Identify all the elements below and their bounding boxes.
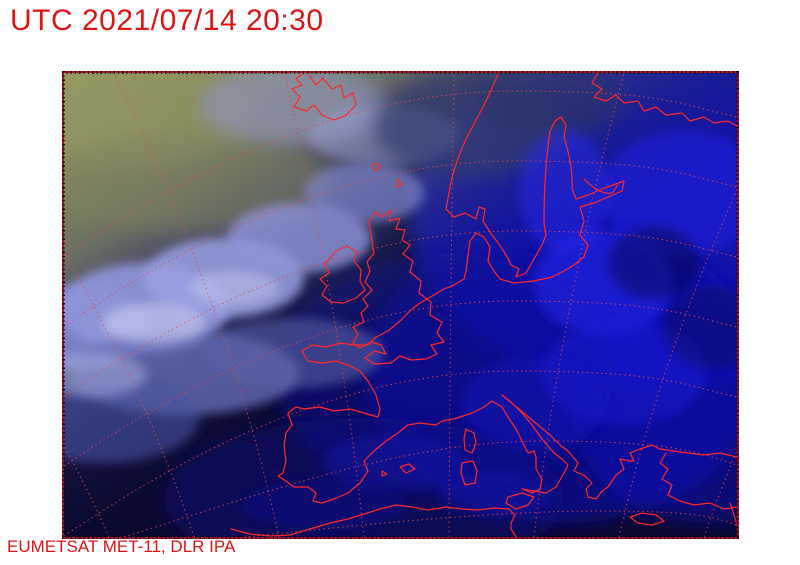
satellite-map <box>62 71 739 539</box>
graticule-lines <box>64 73 737 537</box>
credit-label: EUMETSAT MET-11, DLR IPA <box>7 537 236 556</box>
satellite-image <box>64 73 737 537</box>
cloud-layer <box>64 73 737 531</box>
timestamp-label: UTC 2021/07/14 20:30 <box>10 4 324 37</box>
coastline-overlay <box>230 73 737 537</box>
